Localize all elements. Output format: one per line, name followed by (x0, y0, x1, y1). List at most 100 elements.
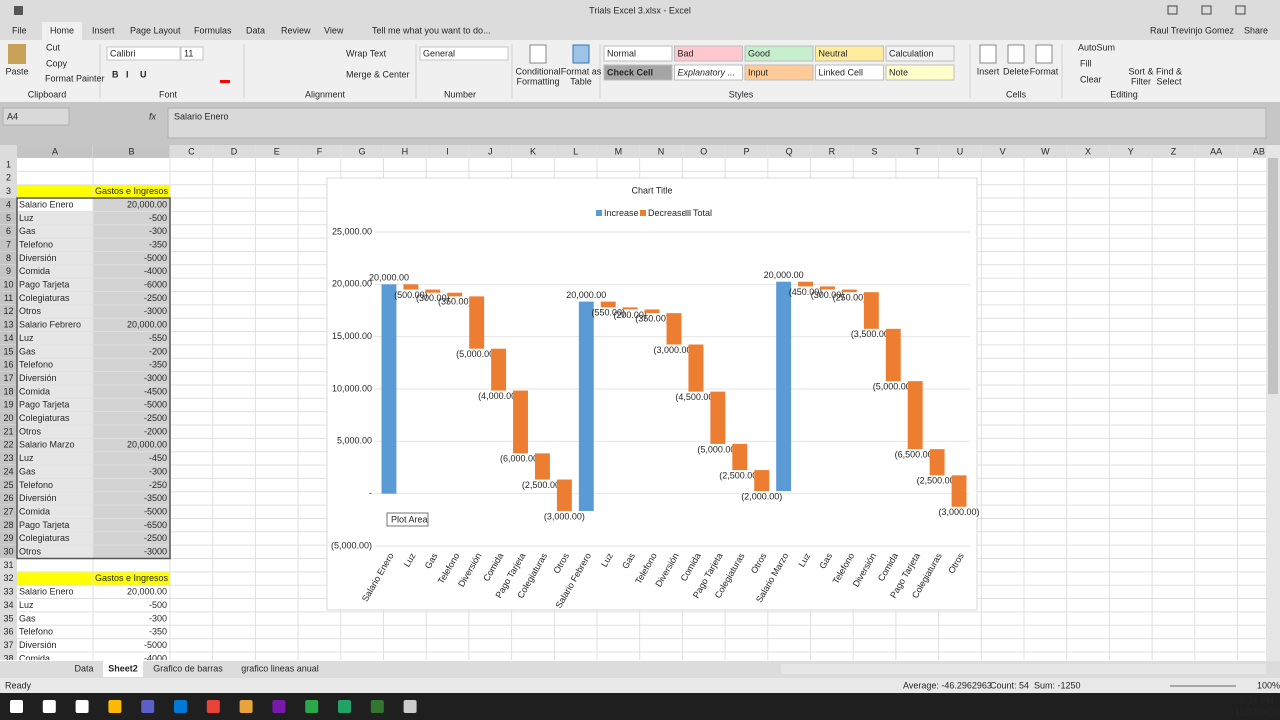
row-header[interactable]: 6 (6, 226, 11, 236)
cell-value[interactable]: -3500 (144, 493, 167, 503)
cell-label[interactable]: Luz (19, 333, 34, 343)
format-as-table-button[interactable]: Format as (561, 66, 602, 76)
row-header[interactable]: 22 (3, 440, 13, 450)
cell-value[interactable]: -2500 (144, 533, 167, 543)
ribbon-tab[interactable]: Insert (92, 25, 115, 35)
cell-label[interactable]: Telefono (19, 239, 53, 249)
column-header[interactable]: I (446, 146, 449, 156)
find-select-button[interactable]: Find & (1156, 66, 1182, 76)
column-header[interactable]: G (359, 146, 366, 156)
ribbon-tab[interactable]: Review (281, 25, 311, 35)
cell-label[interactable]: Gas (19, 613, 36, 623)
format-button[interactable]: I (126, 69, 129, 79)
cell-label[interactable]: Colegiaturas (19, 293, 70, 303)
row-header[interactable]: 9 (6, 266, 11, 276)
row-header[interactable]: 13 (3, 320, 13, 330)
column-header[interactable]: R (829, 146, 836, 156)
row-header[interactable]: 5 (6, 213, 11, 223)
row-header[interactable]: 11 (4, 293, 13, 303)
column-header[interactable]: U (957, 146, 964, 156)
column-header[interactable]: T (915, 146, 921, 156)
cell-value[interactable]: -500 (149, 213, 167, 223)
column-header[interactable]: AA (1210, 146, 1222, 156)
cell-label[interactable]: Salario Enero (19, 199, 74, 209)
row-header[interactable]: 31 (3, 560, 13, 570)
row-header[interactable]: 38 (3, 653, 13, 663)
ribbon-tab[interactable]: Home (50, 25, 74, 35)
cell-label[interactable]: Otros (19, 426, 42, 436)
cell-value[interactable]: -250 (149, 480, 167, 490)
row-header[interactable]: 16 (3, 360, 13, 370)
conditional-formatting-button[interactable]: Formatting (516, 76, 559, 86)
row-header[interactable]: 33 (3, 587, 13, 597)
row-header[interactable]: 14 (3, 333, 13, 343)
cell-style-label[interactable]: Explanatory ... (678, 67, 736, 77)
ribbon-tab[interactable]: Formulas (194, 25, 232, 35)
row-header[interactable]: 27 (3, 506, 13, 516)
font-name[interactable]: Calibri (110, 48, 136, 58)
cell-label[interactable]: Otros (19, 306, 42, 316)
format-button[interactable]: B (112, 69, 119, 79)
format-button[interactable]: U (140, 69, 147, 79)
cell-value[interactable]: -5000 (144, 506, 167, 516)
cell-value[interactable]: -200 (149, 346, 167, 356)
fx-button[interactable]: fx (149, 111, 157, 121)
cell-label[interactable]: Diversión (19, 640, 57, 650)
column-header[interactable]: A (52, 146, 58, 156)
row-header[interactable]: 28 (3, 520, 13, 530)
row-header[interactable]: 1 (6, 159, 11, 169)
row-header[interactable]: 35 (3, 613, 13, 623)
column-header[interactable]: P (743, 146, 749, 156)
cell-value[interactable]: -300 (149, 613, 167, 623)
cell-label[interactable]: Pago Tarjeta (19, 280, 69, 290)
sort-filter-button[interactable]: Sort & (1128, 66, 1153, 76)
row-header[interactable]: 23 (3, 453, 13, 463)
row-header[interactable]: 15 (3, 346, 13, 356)
number-format[interactable]: General (423, 48, 455, 58)
row-header[interactable]: 32 (3, 573, 13, 583)
ribbon-tab[interactable]: Page Layout (130, 25, 181, 35)
cell-label[interactable]: Luz (19, 453, 34, 463)
column-header[interactable]: Q (786, 146, 793, 156)
column-header[interactable]: S (872, 146, 878, 156)
column-header[interactable]: V (1000, 146, 1006, 156)
column-header[interactable]: F (317, 146, 323, 156)
cell-label[interactable]: Otros (19, 547, 42, 557)
cell-label[interactable]: Comida (19, 653, 50, 663)
cell-label[interactable]: Telefono (19, 360, 53, 370)
cell-value[interactable]: -350 (149, 627, 167, 637)
cell-value[interactable]: -3000 (144, 547, 167, 557)
row-header[interactable]: 34 (3, 600, 13, 610)
cell-value[interactable]: -6500 (144, 520, 167, 530)
wrap-text-button[interactable]: Wrap Text (346, 48, 387, 58)
cell-label[interactable]: Diversión (19, 493, 57, 503)
cell-value[interactable]: -500 (149, 600, 167, 610)
cell-value[interactable]: -5000 (144, 253, 167, 263)
cell-value[interactable]: 20,000.00 (127, 199, 167, 209)
ribbon-tab[interactable]: File (12, 25, 27, 35)
cell-label[interactable]: Colegiaturas (19, 413, 70, 423)
sheet-tab[interactable]: Grafico de barras (153, 663, 223, 673)
cell-label[interactable]: Diversión (19, 373, 57, 383)
cell-label[interactable]: Pago Tarjeta (19, 520, 69, 530)
cell-value[interactable]: -3000 (144, 373, 167, 383)
cell-value[interactable]: 20,000.00 (127, 440, 167, 450)
column-header[interactable]: N (658, 146, 665, 156)
paste-button[interactable]: Paste (5, 66, 28, 76)
cell-label[interactable]: Pago Tarjeta (19, 400, 69, 410)
fill-button[interactable]: Fill (1080, 58, 1092, 68)
column-header[interactable]: AB (1253, 146, 1265, 156)
row-header[interactable]: 26 (3, 493, 13, 503)
cell-value[interactable]: -4500 (144, 386, 167, 396)
row-header[interactable]: 7 (6, 239, 11, 249)
row-header[interactable]: 20 (3, 413, 13, 423)
row-header[interactable]: 37 (3, 640, 13, 650)
cells-button[interactable]: Insert (977, 66, 1000, 76)
column-header[interactable]: D (231, 146, 238, 156)
cell-style-label[interactable]: Check Cell (607, 67, 653, 77)
row-header[interactable]: 29 (3, 533, 13, 543)
cell-label[interactable]: Colegiaturas (19, 533, 70, 543)
row-header[interactable]: 17 (3, 373, 13, 383)
row-header[interactable]: 2 (6, 173, 11, 183)
cell-label[interactable]: Telefono (19, 627, 53, 637)
